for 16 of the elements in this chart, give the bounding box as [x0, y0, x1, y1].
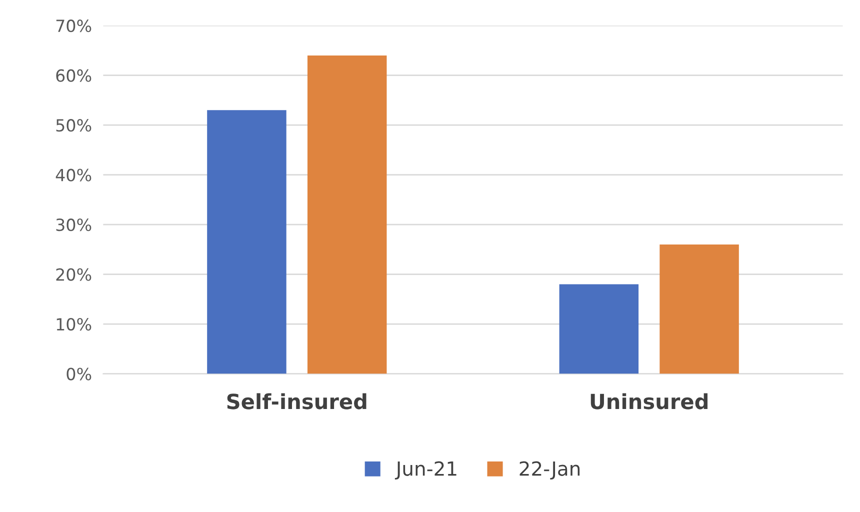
- bar: [207, 110, 286, 374]
- bar: [660, 244, 739, 374]
- y-tick-label: 0%: [66, 368, 92, 380]
- x-tick-label: Self-insured: [227, 393, 366, 410]
- y-tick-label: 30%: [56, 218, 92, 232]
- y-tick-label: 60%: [56, 69, 92, 82]
- y-tick-label: 40%: [56, 168, 92, 182]
- bar: [559, 284, 639, 374]
- y-tick-label: 50%: [56, 119, 92, 132]
- y-tick-label: 20%: [56, 268, 92, 281]
- y-tick-label: 70%: [56, 20, 92, 32]
- legend-label: 22-Jan: [520, 461, 580, 480]
- bar: [307, 55, 387, 374]
- x-tick-label: Uninsured: [590, 393, 708, 410]
- legend-label: Jun-21: [394, 461, 456, 480]
- y-tick-label: 10%: [56, 318, 92, 331]
